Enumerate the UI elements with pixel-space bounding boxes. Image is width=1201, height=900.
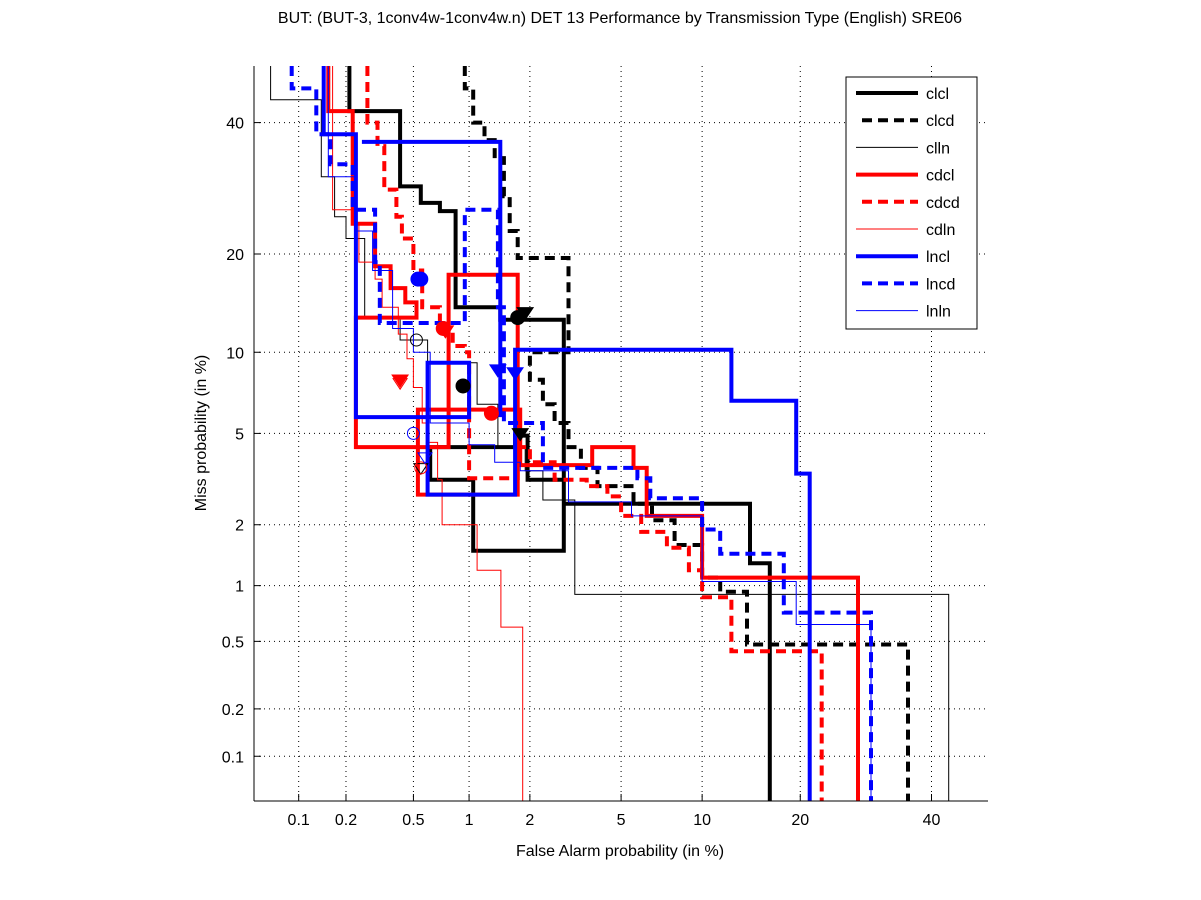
- actual-dcf-marker-lncd: [413, 271, 429, 287]
- legend-label-clln: clln: [926, 140, 950, 157]
- legend-label-cdcd: cdcd: [926, 195, 960, 212]
- legend-label-clcl: clcl: [926, 86, 949, 103]
- marker-layer: [391, 271, 535, 476]
- min-dcf-marker-lnln: [417, 452, 433, 465]
- legend-label-clcd: clcd: [926, 113, 954, 130]
- series-lncl-segment: [361, 139, 503, 418]
- x-tick-label: 5: [617, 812, 626, 829]
- series-lncd: [289, 66, 873, 801]
- x-tick-label: 0.1: [288, 812, 310, 829]
- min-dcf-marker-clln: [412, 463, 429, 476]
- y-axis-label: Miss probability (in %): [193, 355, 210, 511]
- actual-dcf-marker-clln: [409, 333, 423, 347]
- y-tick-label: 0.1: [222, 749, 244, 766]
- series-cdcl: [326, 66, 860, 801]
- x-tick-label: 2: [525, 812, 534, 829]
- legend-label-lncd: lncd: [926, 276, 955, 293]
- min-dcf-marker-clcd: [511, 428, 530, 442]
- y-tick-label: 20: [226, 247, 244, 264]
- y-tick-label: 0.5: [222, 634, 244, 651]
- y-tick-label: 5: [235, 426, 244, 443]
- actual-dcf-marker-cdln: [414, 461, 428, 475]
- min-dcf-marker-lncd: [506, 367, 525, 381]
- y-ticks: 0.1 0.2 0.5 1 2 5 10 20 40: [222, 116, 261, 766]
- legend-label-cdcl: cdcl: [926, 168, 954, 185]
- y-tick-label: 0.2: [222, 702, 244, 719]
- min-dcf-marker-cdcd: [391, 374, 410, 388]
- legend-label-lnln: lnln: [926, 304, 951, 321]
- x-ticks: 0.1 0.2 0.5 1 2 5 10 20 40: [288, 794, 941, 829]
- y-tick-label: 1: [235, 579, 244, 596]
- x-tick-label: 0.5: [402, 812, 424, 829]
- series-clcd: [462, 66, 910, 801]
- x-tick-label: 20: [791, 812, 809, 829]
- min-dcf-marker-lncl: [488, 364, 507, 378]
- series-clcl: [347, 66, 772, 801]
- actual-dcf-marker-lnln: [406, 426, 420, 440]
- legend-label-lncl: lncl: [926, 249, 950, 266]
- series-clln: [270, 66, 950, 801]
- actual-dcf-marker-clcd: [510, 310, 526, 326]
- series-cdln: [332, 66, 524, 801]
- x-tick-label: 40: [923, 812, 941, 829]
- legend: clcl clcd clln cdcl cdcd cdln lncl lncd lnln: [845, 76, 978, 330]
- x-tick-label: 10: [693, 812, 711, 829]
- y-tick-label: 40: [226, 116, 244, 133]
- y-tick-label: 10: [226, 345, 244, 362]
- actual-dcf-marker-clcl: [455, 378, 471, 394]
- actual-dcf-marker-cdcd: [435, 320, 451, 336]
- x-tick-label: 0.2: [335, 812, 357, 829]
- chart-title: BUT: (BUT-3, 1conv4w-1conv4w.n) DET 13 P…: [278, 10, 962, 27]
- series-lncl: [321, 66, 812, 801]
- x-axis-label: False Alarm probability (in %): [516, 843, 724, 860]
- series-layer: [270, 66, 950, 801]
- x-tick-label: 1: [465, 812, 474, 829]
- actual-dcf-marker-cdcl: [483, 405, 499, 421]
- series-lnln: [327, 66, 872, 801]
- y-tick-label: 2: [235, 518, 244, 535]
- min-dcf-marker-cdln: [392, 378, 409, 391]
- legend-label-cdln: cdln: [926, 222, 955, 239]
